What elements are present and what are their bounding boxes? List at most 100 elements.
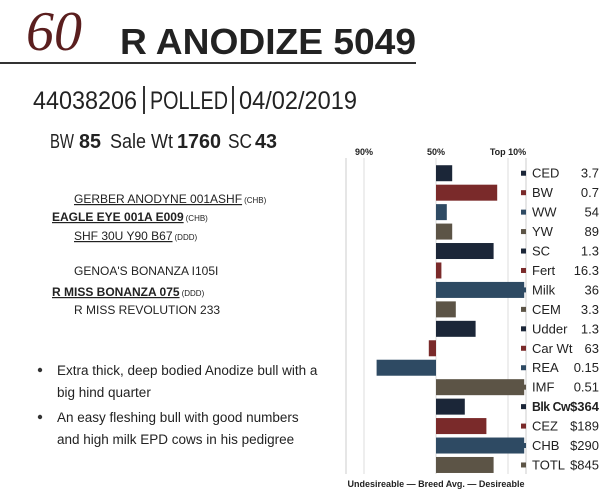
pedigree-name: GERBER ANODYNE 001ASHF — [74, 192, 242, 206]
pedigree-name: R MISS REVOLUTION 233 — [74, 303, 220, 317]
trait-value: 1.3 — [581, 244, 599, 259]
legend-swatch — [521, 287, 526, 293]
legend-swatch — [521, 345, 526, 351]
trait-value: 1.3 — [581, 321, 599, 336]
bullet-dot — [37, 367, 43, 373]
bullet-text: Extra thick, deep bodied Anodize bull wi… — [57, 363, 318, 378]
legend-swatch — [521, 209, 526, 215]
trait-label: Milk — [532, 282, 556, 297]
registration: 44038206 — [33, 87, 137, 115]
pedigree-name: GENOA'S BONANZA I105I — [74, 264, 218, 278]
bullet-dot — [37, 414, 43, 420]
stat-label: Sale Wt — [110, 131, 173, 153]
animal-name: R ANODIZE 5049 — [120, 21, 416, 62]
bullet-text: and high milk EPD cows in his pedigree — [57, 432, 294, 447]
trait-label: Car Wt — [532, 341, 573, 356]
pedigree-entry: R MISS BONANZA 075 (DDD) — [52, 285, 205, 299]
bar — [376, 359, 436, 376]
stat-value: 1760 — [177, 131, 221, 153]
bullet-text: big hind quarter — [57, 385, 151, 400]
bar — [436, 301, 456, 318]
bar — [436, 320, 476, 337]
trait-label: Udder — [532, 321, 568, 336]
pedigree-entry: GERBER ANODYNE 001ASHF (CHB) — [74, 192, 267, 206]
x-tick-label: 50% — [427, 147, 445, 157]
trait-label: Blk Cw — [532, 399, 571, 414]
trait-label: CHB — [532, 438, 559, 453]
trait-value: 3.7 — [581, 166, 599, 181]
pedigree-tag: (CHB) — [186, 214, 209, 223]
trait-value: $189 — [570, 419, 599, 434]
trait-value: 63 — [585, 341, 599, 356]
bar — [428, 340, 436, 357]
bar — [436, 262, 442, 279]
trait-value: 0.15 — [574, 360, 599, 375]
trait-label: SC — [532, 244, 550, 259]
trait-value: 3.3 — [581, 302, 599, 317]
legend-swatch — [521, 443, 526, 449]
pedigree-entry: R MISS REVOLUTION 233 — [74, 303, 220, 317]
legend-swatch — [521, 384, 526, 390]
legend-swatch — [521, 404, 526, 410]
bar — [436, 456, 494, 473]
pedigree-tag: (CHB) — [244, 196, 267, 205]
bullet-text: An easy fleshing bull with good numbers — [57, 410, 299, 425]
bar — [436, 165, 453, 182]
epd-chart: 90% 50% Top 10% Undesireable — Breed Avg. —… — [345, 147, 600, 489]
trait-label: CED — [532, 166, 559, 181]
stat-value: 85 — [79, 131, 101, 153]
legend-swatch — [521, 267, 526, 273]
legend-swatch — [521, 248, 526, 254]
trait-label: WW — [532, 205, 557, 220]
trait-value: 36 — [585, 282, 599, 297]
trait-value: 89 — [585, 224, 599, 239]
trait-value: 0.7 — [581, 185, 599, 200]
bar — [436, 418, 487, 435]
stat-value: 43 — [255, 131, 277, 153]
trait-value: 16.3 — [574, 263, 599, 278]
legend-swatch — [521, 306, 526, 312]
trait-label: TOTL — [532, 457, 565, 472]
bullets: Extra thick, deep bodied Anodize bull wi… — [37, 363, 318, 447]
x-axis-label: Undesireable — Breed Avg. — Desireable — [348, 479, 525, 489]
pedigree-name: SHF 30U Y90 B67 — [74, 229, 173, 243]
trait-value: 54 — [585, 205, 599, 220]
trait-label: CEM — [532, 302, 561, 317]
trait-value: $845 — [570, 457, 599, 472]
pedigree: GERBER ANODYNE 001ASHF (CHB)EAGLE EYE 001… — [52, 192, 267, 317]
legend-swatch — [521, 326, 526, 332]
bar — [436, 184, 498, 201]
trait-label: CEZ — [532, 419, 558, 434]
pedigree-entry: GENOA'S BONANZA I105I — [74, 264, 218, 278]
polled: POLLED — [150, 87, 228, 115]
legend-swatch — [521, 423, 526, 429]
trait-label: IMF — [532, 380, 554, 395]
legend-swatch — [521, 365, 526, 371]
x-tick-label: Top 10% — [490, 147, 526, 157]
pedigree-tag: (DDD) — [175, 233, 198, 242]
bar — [436, 281, 525, 298]
legend-swatch — [521, 462, 526, 468]
trait-value: $364 — [570, 399, 600, 414]
pedigree-name: R MISS BONANZA 075 — [52, 285, 180, 299]
bar — [436, 204, 447, 221]
trait-value: $290 — [570, 438, 599, 453]
bar — [436, 243, 494, 260]
legend-swatch — [521, 170, 526, 176]
trait-label: YW — [532, 224, 554, 239]
x-tick-label: 90% — [355, 147, 373, 157]
stat-label: BW — [50, 131, 74, 153]
bar — [436, 379, 525, 396]
pedigree-tag: (DDD) — [182, 289, 205, 298]
bar — [436, 223, 453, 240]
bar — [436, 398, 465, 415]
pedigree-entry: SHF 30U Y90 B67 (DDD) — [74, 229, 198, 243]
trait-label: BW — [532, 185, 554, 200]
lot-number: 60 — [26, 1, 82, 63]
trait-label: Fert — [532, 263, 556, 278]
birth-date: 04/02/2019 — [239, 87, 357, 115]
trait-value: 0.51 — [574, 380, 599, 395]
trait-label: REA — [532, 360, 559, 375]
legend-swatch — [521, 229, 526, 235]
